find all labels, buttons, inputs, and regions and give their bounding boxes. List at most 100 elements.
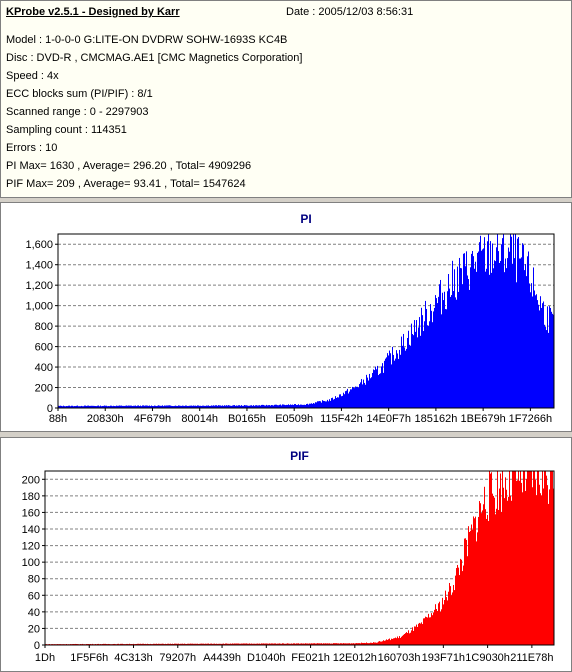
data-bar [349,391,350,408]
data-bar [502,238,503,408]
data-bar [227,405,228,408]
data-bar [344,643,345,645]
data-bar [88,405,89,408]
x-tick-label: 88h [49,413,67,425]
data-bar [336,643,337,645]
data-bar [342,643,343,645]
data-bar [426,617,427,645]
data-bar [159,643,160,645]
data-bar [398,358,399,408]
data-bar [87,405,88,408]
data-bar [174,405,175,408]
data-bar [302,643,303,645]
data-bar [96,406,97,408]
data-bar [392,638,393,645]
data-bar [328,643,329,645]
data-bar [194,405,195,408]
data-bar [72,405,73,408]
data-bar [255,643,256,645]
data-bar [129,405,130,408]
data-bar [383,640,384,645]
x-tick-label: FE021h [291,652,330,664]
data-bar [528,471,529,645]
data-bar [496,247,497,408]
data-bar [223,643,224,645]
data-bar [155,405,156,408]
data-bar [450,296,451,408]
data-bar [198,643,199,645]
data-bar [204,643,205,645]
data-bar [323,400,324,408]
data-bar [432,615,433,645]
data-bar [341,643,342,645]
data-bar [252,405,253,408]
data-bar [494,260,495,408]
data-bar [390,640,391,645]
speed-line: Speed : 4x [6,70,59,82]
data-bar [432,322,433,408]
data-bar [355,643,356,645]
pi-chart: PI 0 200 400 600 800 1,000 1,200 1,400 1,600 88h 20… [25,212,555,425]
data-bar [166,405,167,408]
data-bar [125,405,126,408]
data-bar [384,360,385,408]
data-bar [127,643,128,645]
data-bar [388,639,389,645]
data-bar [465,538,466,645]
data-bar [344,394,345,408]
data-bar [90,643,91,645]
data-bar [431,613,432,645]
data-bar [144,643,145,645]
data-bar [520,258,521,408]
data-bar [111,405,112,408]
data-bar [234,643,235,645]
data-bar [387,353,388,408]
x-tick-label: 185162h [414,413,457,425]
data-bar [521,482,522,645]
data-bar [206,643,207,645]
data-bar [157,643,158,645]
data-bar [395,637,396,645]
data-bar [253,405,254,408]
data-bar [467,275,468,408]
data-bar [169,405,170,408]
data-bar [360,643,361,645]
plot-frame [44,470,555,646]
data-bar [202,643,203,645]
data-bar [509,471,510,645]
data-bar [379,373,380,408]
data-bar [136,643,137,645]
data-bar [506,489,507,645]
data-bar [431,310,432,408]
data-bar [470,530,471,645]
x-tick-label: 12E012h [333,652,377,664]
x-tick-label: 1F5F6h [70,652,108,664]
data-bar [212,405,213,408]
data-bar [326,643,327,645]
data-bar [425,300,426,408]
data-bar [235,405,236,408]
data-bar [289,405,290,408]
data-bar [229,405,230,408]
data-bar [312,403,313,408]
x-tick-label: 1BE679h [461,413,506,425]
data-bar [168,405,169,408]
data-bar [488,234,489,408]
data-bar [485,271,486,408]
data-bar [544,471,545,645]
data-bar [489,274,490,408]
y-tick-label: 600 [35,342,53,354]
data-bar [149,405,150,408]
data-bar [281,643,282,645]
data-bar [501,244,502,408]
data-bar [173,406,174,408]
data-bar [298,643,299,645]
data-bar [217,405,218,408]
range-line: Scanned range : 0 - 2297903 [6,106,149,118]
data-bar [483,504,484,645]
data-bar [437,303,438,408]
data-bar [447,600,448,645]
data-bar [514,258,515,408]
data-bar [410,632,411,645]
data-bar [303,643,304,645]
